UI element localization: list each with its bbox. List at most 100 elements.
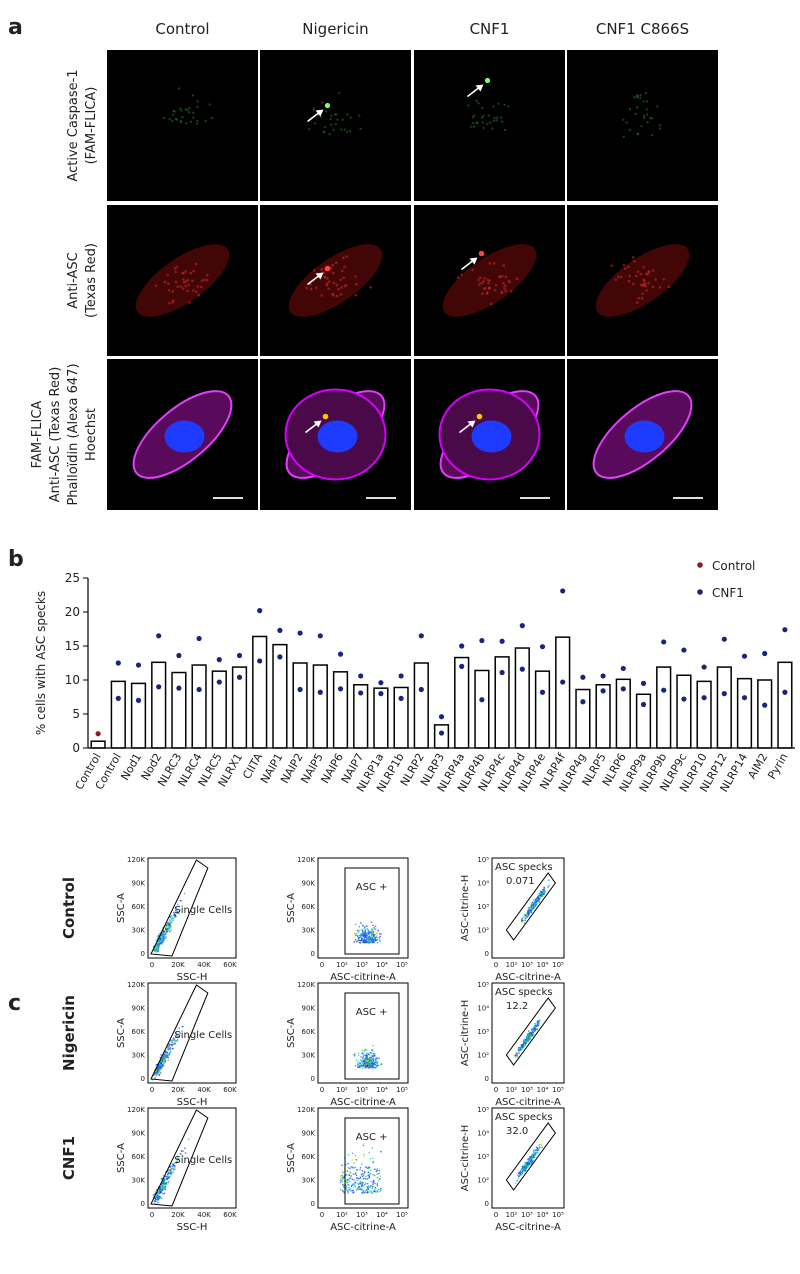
point	[539, 689, 546, 695]
point	[519, 623, 525, 629]
event	[374, 1168, 376, 1171]
point	[115, 660, 121, 666]
legend-label: CNF1	[712, 586, 744, 600]
event	[169, 1051, 172, 1053]
point	[661, 687, 667, 693]
signal	[325, 283, 329, 287]
x-tick-label: 10³	[356, 961, 368, 969]
y-axis-label: SSC-A	[116, 1018, 127, 1048]
event	[369, 931, 372, 934]
event	[515, 1052, 518, 1054]
signal	[186, 289, 189, 293]
signal	[642, 265, 646, 269]
event	[174, 1168, 176, 1170]
point	[620, 686, 626, 692]
signal	[483, 277, 486, 280]
event	[160, 1073, 163, 1075]
point	[782, 689, 788, 695]
signal	[643, 116, 646, 120]
signal	[639, 272, 643, 276]
point	[196, 635, 202, 642]
y-tick-label: 10⁴	[477, 880, 489, 888]
event	[356, 1177, 358, 1179]
y-tick-label: 60K	[132, 1153, 146, 1161]
event	[374, 1186, 377, 1189]
bar	[474, 669, 490, 749]
event	[372, 1157, 374, 1160]
event	[366, 1185, 368, 1188]
cell	[288, 244, 383, 317]
event	[368, 1151, 371, 1154]
signal	[631, 256, 635, 259]
event	[372, 1050, 374, 1052]
point	[580, 674, 586, 680]
event	[363, 1054, 366, 1056]
event	[153, 949, 155, 951]
signal	[327, 280, 331, 284]
event	[518, 1052, 520, 1054]
point	[337, 651, 344, 657]
signal	[173, 110, 177, 113]
signal	[339, 278, 343, 282]
signal	[341, 118, 344, 121]
event	[340, 1177, 342, 1180]
event	[533, 906, 535, 909]
signal	[633, 259, 636, 263]
signal	[313, 122, 317, 125]
bar	[454, 656, 470, 749]
event	[379, 933, 381, 935]
signal	[504, 275, 508, 279]
event	[371, 1192, 373, 1194]
x-tick-label: 10²	[506, 961, 518, 969]
gate	[505, 872, 556, 941]
signal	[478, 283, 481, 286]
event	[357, 1060, 359, 1063]
legend-marker	[697, 562, 703, 568]
point	[782, 627, 788, 633]
event	[162, 1183, 165, 1185]
event	[534, 1022, 536, 1025]
event	[372, 1060, 375, 1062]
event	[177, 1035, 179, 1038]
event	[532, 1033, 535, 1036]
signal	[507, 105, 510, 108]
signal	[344, 283, 348, 287]
event	[378, 1057, 380, 1060]
bar	[595, 684, 611, 749]
event	[171, 1044, 173, 1046]
gate-label: Single Cells	[174, 1030, 232, 1041]
point	[479, 697, 485, 703]
signal	[330, 114, 333, 117]
event	[169, 1048, 171, 1051]
event	[535, 1025, 538, 1027]
event	[157, 946, 160, 949]
event	[368, 1176, 371, 1178]
point	[236, 674, 243, 680]
signal	[471, 116, 475, 119]
event	[538, 892, 540, 895]
signal	[192, 116, 195, 119]
signal	[171, 113, 175, 116]
event	[535, 1146, 538, 1149]
event	[521, 917, 524, 920]
y-tick-label: 90K	[302, 1005, 316, 1013]
event	[529, 1038, 532, 1041]
signal	[496, 116, 499, 119]
event	[525, 1161, 527, 1164]
signal	[497, 102, 500, 105]
row-label: Phalloïdin (Alexa 647)	[66, 363, 81, 505]
signal	[622, 118, 625, 121]
event	[376, 932, 378, 934]
event	[349, 1187, 352, 1190]
y-tick-label: 90K	[132, 880, 146, 888]
event	[519, 1169, 522, 1171]
micrograph	[414, 50, 565, 201]
signal	[475, 121, 478, 125]
signal	[628, 274, 631, 278]
event	[161, 938, 164, 941]
event	[172, 1163, 174, 1166]
event	[370, 1180, 372, 1183]
event	[168, 923, 171, 926]
event	[359, 1187, 361, 1189]
